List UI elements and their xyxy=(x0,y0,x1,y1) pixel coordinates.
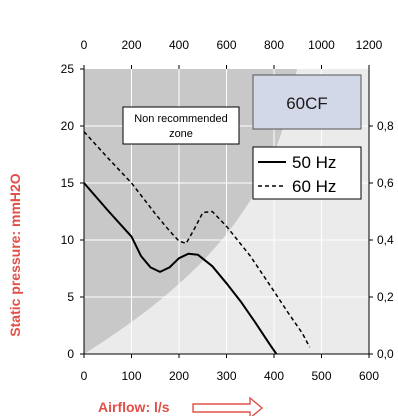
x-tick-label: 600 xyxy=(359,369,379,383)
zone-label-box: Non recommended zone xyxy=(122,106,240,145)
legend-label-60hz: 60 Hz xyxy=(292,177,336,196)
right-tick-label: 0,0 xyxy=(377,347,394,361)
y-tick-label: 10 xyxy=(61,233,75,247)
right-tick-label: 0,2 xyxy=(377,290,394,304)
top-tick-label: 400 xyxy=(169,38,189,52)
y-axis-title: Static pressure: mmH2O xyxy=(7,173,23,337)
x-axis-arrow xyxy=(192,396,264,416)
x-tick-label: 0 xyxy=(81,369,88,383)
series-layer xyxy=(83,131,311,355)
top-tick-label: 0 xyxy=(81,38,88,52)
x-tick-label: 100 xyxy=(121,369,141,383)
top-tick-label: 600 xyxy=(216,38,236,52)
tick-labels: 0 100 200 300 400 500 600 0 5 10 15 20 25 0 200 400 600 8… xyxy=(61,38,394,383)
series-line-50hz xyxy=(83,182,278,355)
model-label: 60CF xyxy=(286,94,328,113)
y-tick-label: 20 xyxy=(61,119,75,133)
zone-label-line1: Non recommended xyxy=(134,113,228,125)
zone-label-line2: zone xyxy=(169,128,193,140)
y-tick-label: 0 xyxy=(67,347,74,361)
x-tick-label: 200 xyxy=(169,369,189,383)
x-tick-label: 500 xyxy=(311,369,331,383)
x-tick-label: 400 xyxy=(264,369,284,383)
top-tick-label: 200 xyxy=(121,38,141,52)
right-tick-label: 0,4 xyxy=(377,233,394,247)
right-tick-label: 0,6 xyxy=(377,176,394,190)
y-tick-label: 5 xyxy=(67,290,74,304)
legend-label-50hz: 50 Hz xyxy=(292,153,336,172)
y-tick-label: 25 xyxy=(61,62,75,76)
legend: 50 Hz 60 Hz xyxy=(252,146,362,200)
series-line-60hz xyxy=(83,131,311,348)
x-axis-title: Airflow: l/s xyxy=(98,399,170,415)
x-tick-label: 300 xyxy=(216,369,236,383)
top-tick-label: 800 xyxy=(264,38,284,52)
top-tick-label: 1200 xyxy=(356,38,383,52)
right-tick-label: 0,8 xyxy=(377,119,394,133)
y-tick-label: 15 xyxy=(61,176,75,190)
model-label-box: 60CF xyxy=(252,74,362,130)
top-tick-label: 1000 xyxy=(308,38,335,52)
